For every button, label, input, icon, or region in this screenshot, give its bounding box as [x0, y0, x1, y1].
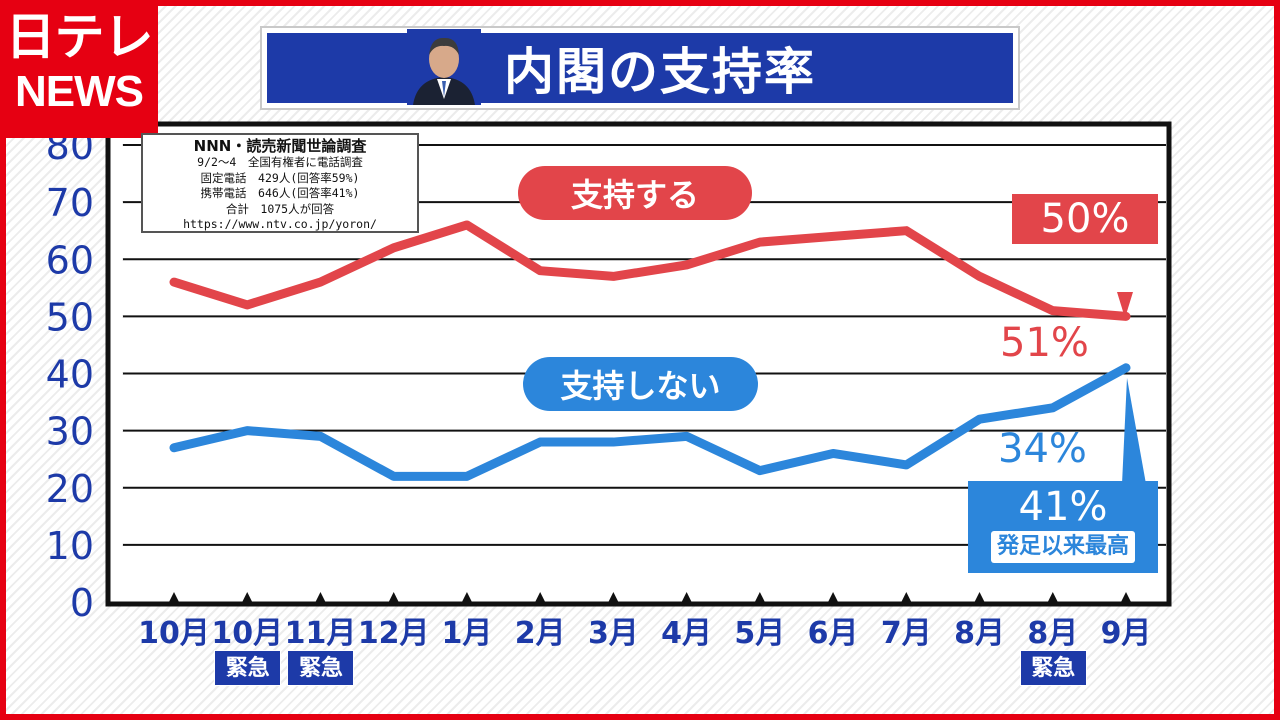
legend-support: 支持する [518, 166, 752, 220]
emergency-badge: 緊急 [287, 650, 355, 686]
x-tick-label: 6月 [808, 616, 859, 651]
y-tick-label: 40 [46, 353, 94, 397]
support-prev-label: 51% [1000, 320, 1089, 366]
x-tick-marker [900, 592, 913, 604]
x-tick-marker [680, 592, 693, 604]
x-tick-label: 7月 [881, 616, 932, 651]
x-tick-label: 3月 [588, 616, 639, 651]
title-banner: 内閣の支持率 [262, 28, 1018, 108]
gridline-dot [113, 425, 123, 436]
page-title: 内閣の支持率 [504, 43, 816, 101]
y-tick-label: 0 [70, 581, 94, 625]
emergency-badge: 緊急 [214, 650, 282, 686]
x-tick-marker [973, 592, 986, 604]
survey-url: https://www.ntv.co.jp/yoron/ [183, 217, 377, 231]
gridline-dot [113, 368, 123, 379]
x-tick-marker [460, 592, 473, 604]
x-tick-marker [241, 592, 254, 604]
x-tick-marker [753, 592, 766, 604]
x-tick-label: 5月 [734, 616, 785, 651]
x-tick-marker [827, 592, 840, 604]
x-tick-marker [168, 592, 180, 604]
gridline-dot [113, 197, 123, 208]
y-tick-label: 30 [46, 410, 94, 454]
survey-mobile: 携帯電話 646人(回答率41%) [200, 186, 360, 200]
x-tick-label: 4月 [661, 616, 712, 651]
gridline-dot [113, 140, 123, 150]
support-latest-callout: 50% [1012, 194, 1158, 244]
nonsupport-record-note: 発足以来最高 [990, 531, 1135, 563]
x-tick-label: 11月 [285, 616, 357, 651]
legend-nonsupport: 支持しない [523, 357, 758, 411]
x-tick-label: 8月 [954, 616, 1005, 651]
logo-line2: NEWS [15, 67, 144, 116]
gridline-dot [113, 311, 123, 322]
nonsupport-prev-label: 34% [998, 426, 1087, 472]
gridline-dot [113, 539, 123, 550]
series-lines [169, 220, 1131, 481]
y-tick-label: 10 [46, 524, 94, 568]
nonsupport-callout-pointer [1122, 378, 1146, 484]
support-callout-pointer [1117, 292, 1133, 318]
survey-date: 9/2～4 全国有権者に電話調査 [197, 155, 363, 169]
x-tick-label: 10月 [211, 616, 283, 651]
x-tick-marker [534, 592, 547, 604]
x-tick-marker [1046, 592, 1059, 604]
x-tick-marker [607, 592, 620, 604]
y-tick-label: 60 [46, 238, 94, 282]
x-tick-marker [387, 592, 400, 604]
x-tick-marker [1120, 592, 1132, 604]
x-tick-label: 9月 [1101, 616, 1152, 651]
y-tick-label: 70 [46, 181, 94, 225]
x-tick-label: 12月 [358, 616, 430, 651]
person-portrait-icon [407, 29, 481, 105]
survey-name: NNN・読売新聞世論調査 [193, 137, 367, 155]
nonsupport-latest-callout: 41% 発足以来最高 [968, 481, 1158, 573]
x-tick-label: 2月 [515, 616, 566, 651]
x-tick-label: 8月 [1027, 616, 1078, 651]
x-tick-label: 10月 [138, 616, 210, 651]
x-axis-ticks: 10月 10月 11月 12月 1月 2月 3月 4月 5月 6月 7月 8月 8月 9月 [138, 592, 1151, 651]
x-tick-label: 1月 [441, 616, 492, 651]
nonsupport-latest-value: 41% [1018, 484, 1108, 530]
survey-source-box: NNN・読売新聞世論調査 9/2～4 全国有権者に電話調査 固定電話 429人(… [141, 133, 419, 233]
emergency-badge: 緊急 [1019, 650, 1087, 686]
x-tick-marker [314, 592, 327, 604]
y-tick-label: 50 [46, 295, 94, 339]
logo-line1: 日テレ [5, 9, 154, 65]
nonsupport-series-line [169, 363, 1131, 481]
gridline-dot [113, 482, 123, 493]
y-tick-label: 20 [46, 467, 94, 511]
survey-landline: 固定電話 429人(回答率59%) [200, 170, 360, 185]
survey-total: 合計 1075人が回答 [225, 201, 335, 216]
support-series-line [169, 220, 1131, 321]
ntv-news-logo: 日テレ NEWS [0, 0, 158, 138]
gridline-dot [113, 254, 123, 265]
